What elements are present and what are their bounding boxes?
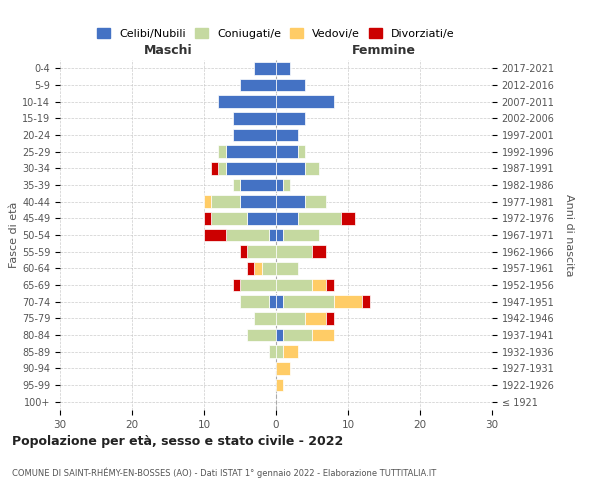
Bar [276, 129, 298, 141]
Bar [362, 296, 370, 308]
Bar [276, 196, 305, 208]
Bar [211, 212, 247, 224]
Bar [312, 279, 326, 291]
Bar [247, 246, 276, 258]
Legend: Celibi/Nubili, Coniugati/e, Vedovi/e, Divorziati/e: Celibi/Nubili, Coniugati/e, Vedovi/e, Di… [93, 24, 459, 43]
Bar [276, 162, 305, 174]
Bar [269, 346, 276, 358]
Bar [276, 329, 283, 341]
Bar [233, 179, 240, 192]
Bar [312, 329, 334, 341]
Y-axis label: Fasce di età: Fasce di età [9, 202, 19, 268]
Bar [240, 179, 276, 192]
Bar [240, 279, 276, 291]
Bar [326, 312, 334, 324]
Text: COMUNE DI SAINT-RHÉMY-EN-BOSSES (AO) - Dati ISTAT 1° gennaio 2022 - Elaborazione: COMUNE DI SAINT-RHÉMY-EN-BOSSES (AO) - D… [12, 468, 436, 478]
Bar [262, 262, 276, 274]
Bar [247, 262, 254, 274]
Bar [276, 79, 305, 92]
Bar [269, 229, 276, 241]
Bar [240, 296, 269, 308]
Bar [298, 212, 341, 224]
Bar [233, 129, 276, 141]
Bar [247, 329, 276, 341]
Bar [326, 279, 334, 291]
Bar [226, 229, 269, 241]
Bar [276, 379, 283, 391]
Y-axis label: Anni di nascita: Anni di nascita [564, 194, 574, 276]
Bar [283, 296, 334, 308]
Bar [298, 146, 305, 158]
Bar [247, 212, 276, 224]
Bar [276, 296, 283, 308]
Bar [276, 346, 283, 358]
Bar [240, 246, 247, 258]
Bar [218, 162, 226, 174]
Bar [254, 312, 276, 324]
Bar [276, 212, 298, 224]
Bar [226, 162, 276, 174]
Bar [226, 146, 276, 158]
Bar [269, 296, 276, 308]
Bar [334, 296, 362, 308]
Text: Femmine: Femmine [352, 44, 416, 57]
Bar [276, 96, 334, 108]
Bar [276, 262, 298, 274]
Bar [283, 179, 290, 192]
Bar [218, 96, 276, 108]
Text: Maschi: Maschi [143, 44, 193, 57]
Bar [240, 79, 276, 92]
Bar [312, 246, 326, 258]
Bar [254, 62, 276, 74]
Bar [211, 162, 218, 174]
Bar [276, 312, 305, 324]
Bar [218, 146, 226, 158]
Bar [276, 246, 312, 258]
Text: Popolazione per età, sesso e stato civile - 2022: Popolazione per età, sesso e stato civil… [12, 435, 343, 448]
Bar [341, 212, 355, 224]
Bar [276, 146, 298, 158]
Bar [283, 346, 298, 358]
Bar [233, 279, 240, 291]
Bar [276, 112, 305, 124]
Bar [276, 229, 283, 241]
Bar [276, 362, 290, 374]
Bar [305, 312, 326, 324]
Bar [204, 196, 211, 208]
Bar [305, 196, 326, 208]
Bar [305, 162, 319, 174]
Bar [254, 262, 262, 274]
Bar [204, 212, 211, 224]
Bar [204, 229, 226, 241]
Bar [276, 279, 312, 291]
Bar [283, 329, 312, 341]
Bar [240, 196, 276, 208]
Bar [283, 229, 319, 241]
Bar [276, 62, 290, 74]
Bar [233, 112, 276, 124]
Bar [211, 196, 240, 208]
Bar [276, 179, 283, 192]
